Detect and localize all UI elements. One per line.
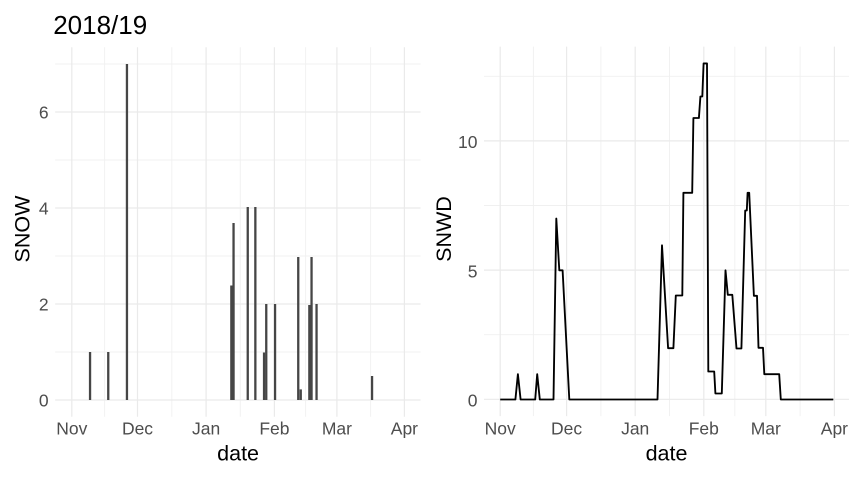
svg-text:Dec: Dec [551, 419, 582, 439]
svg-text:SNOW: SNOW [11, 195, 35, 263]
svg-text:6: 6 [39, 102, 49, 122]
svg-text:Apr: Apr [391, 419, 418, 439]
svg-text:0: 0 [39, 390, 49, 410]
svg-text:4: 4 [39, 198, 49, 218]
svg-text:Dec: Dec [122, 419, 153, 439]
svg-text:Nov: Nov [56, 419, 87, 439]
svg-text:Mar: Mar [322, 419, 352, 439]
svg-text:Jan: Jan [192, 419, 220, 439]
svg-text:SNWD: SNWD [432, 196, 456, 262]
svg-text:10: 10 [458, 132, 478, 152]
svg-text:Feb: Feb [259, 419, 289, 439]
svg-text:2: 2 [39, 294, 49, 314]
svg-text:Nov: Nov [485, 419, 516, 439]
svg-text:2018/19: 2018/19 [53, 10, 147, 40]
svg-text:5: 5 [468, 261, 478, 281]
svg-text:date: date [217, 442, 259, 466]
svg-text:Feb: Feb [689, 419, 719, 439]
svg-text:Jan: Jan [621, 419, 649, 439]
svg-text:Mar: Mar [751, 419, 781, 439]
svg-text:Apr: Apr [821, 419, 848, 439]
svg-text:0: 0 [468, 391, 478, 411]
svg-text:date: date [646, 442, 688, 466]
